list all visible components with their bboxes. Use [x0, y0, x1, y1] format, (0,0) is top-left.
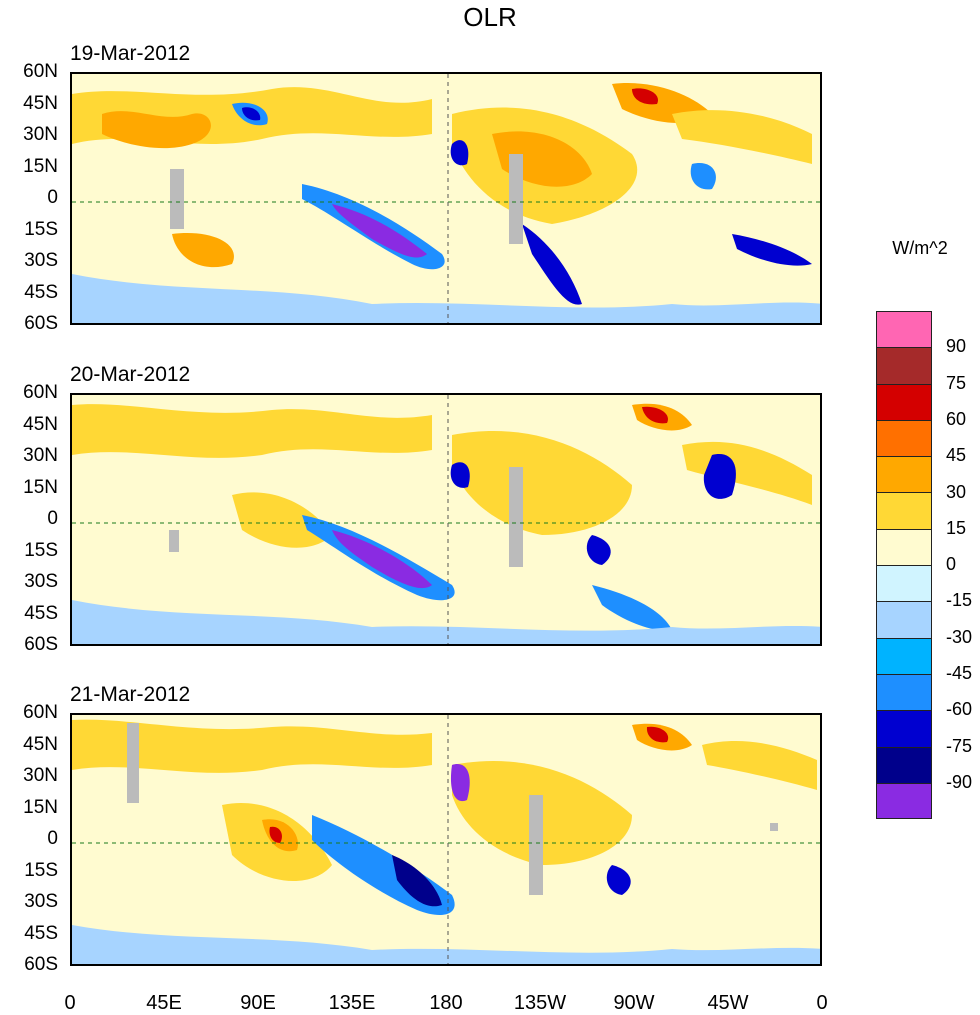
lat-label: 45S — [24, 281, 58, 303]
lat-label: 15N — [23, 476, 58, 498]
lat-label: 45S — [24, 922, 58, 944]
colorbar-swatch — [876, 347, 932, 384]
lat-label: 60S — [24, 954, 58, 975]
colorbar-tick-label: -75 — [946, 735, 973, 756]
colorbar-tick-label: 0 — [946, 554, 957, 575]
olr-field-1 — [72, 74, 820, 323]
lat-label: 60N — [23, 382, 58, 403]
colorbar-swatch — [876, 311, 932, 348]
lon-label: 90E — [240, 992, 276, 1014]
colorbar-tick-label: -60 — [946, 699, 973, 720]
colorbar-swatch — [876, 673, 932, 711]
lon-label: 0 — [64, 992, 76, 1014]
lat-label: 30S — [24, 250, 58, 271]
lat-label: 60S — [24, 313, 58, 334]
colorbar-swatch — [876, 601, 932, 638]
colorbar-swatch — [876, 782, 932, 820]
lon-label: 45W — [707, 992, 749, 1014]
colorbar-tick-label: -30 — [946, 626, 973, 647]
colorbar-swatch — [876, 565, 932, 602]
lon-label: 90W — [613, 992, 655, 1014]
lat-label: 30N — [23, 124, 58, 145]
colorbar-units: W/m^2 — [892, 238, 948, 258]
colorbar-tick-label: 45 — [946, 445, 967, 466]
map-panel-1 — [70, 72, 822, 325]
lat-label: 0 — [47, 508, 58, 529]
lat-label: 45N — [23, 92, 58, 114]
lat-label: 0 — [47, 828, 58, 849]
lat-label: 60N — [23, 61, 58, 82]
colorbar-swatch — [876, 710, 932, 747]
panel-1-date: 19-Mar-2012 — [70, 42, 191, 65]
colorbar-tick-label: 15 — [946, 517, 967, 538]
lat-label: 45N — [23, 413, 58, 435]
lat-label: 60S — [24, 634, 58, 655]
lat-label: 30S — [24, 891, 58, 912]
colorbar-tick-label: -15 — [946, 590, 973, 611]
map-panel-2 — [70, 393, 822, 646]
colorbar-tick-label: 60 — [946, 408, 967, 429]
lat-label: 60N — [23, 702, 58, 723]
lon-label: 180 — [429, 992, 463, 1014]
colorbar-swatch — [876, 492, 932, 529]
map-panel-3 — [70, 713, 822, 966]
lon-label: 135W — [513, 992, 567, 1014]
colorbar-swatch — [876, 383, 932, 420]
colorbar-swatch — [876, 456, 932, 493]
panel-2-date: 20-Mar-2012 — [70, 363, 191, 386]
lat-label: 15N — [23, 155, 58, 177]
lat-label: 15N — [23, 796, 58, 818]
lon-label: 135E — [328, 992, 376, 1014]
colorbar-swatch — [876, 419, 932, 457]
colorbar-tick-label: 75 — [946, 372, 967, 393]
colorbar-tick-label: -90 — [946, 771, 973, 792]
colorbar-swatch — [876, 746, 932, 783]
lat-label: 30N — [23, 765, 58, 786]
lat-label: 45S — [24, 602, 58, 624]
lat-label: 45N — [23, 733, 58, 755]
lat-label: 30S — [24, 571, 58, 592]
olr-field-3 — [72, 715, 820, 964]
lat-label: 0 — [47, 187, 58, 208]
lon-label: 0 — [816, 992, 828, 1014]
colorbar-tick-label: -45 — [946, 663, 973, 683]
lon-label: 45E — [146, 992, 182, 1014]
olr-field-2 — [72, 395, 820, 644]
colorbar-tick-label: 90 — [946, 336, 967, 357]
figure-title: OLR — [463, 2, 517, 32]
lat-label: 15S — [24, 859, 58, 881]
lat-label: 15S — [24, 539, 58, 561]
lat-label: 15S — [24, 218, 58, 240]
panel-3-date: 21-Mar-2012 — [70, 683, 191, 706]
colorbar-swatch — [876, 637, 932, 674]
colorbar — [876, 311, 932, 820]
colorbar-swatch — [876, 528, 932, 566]
lat-label: 30N — [23, 445, 58, 466]
colorbar-tick-label: 30 — [946, 481, 967, 502]
